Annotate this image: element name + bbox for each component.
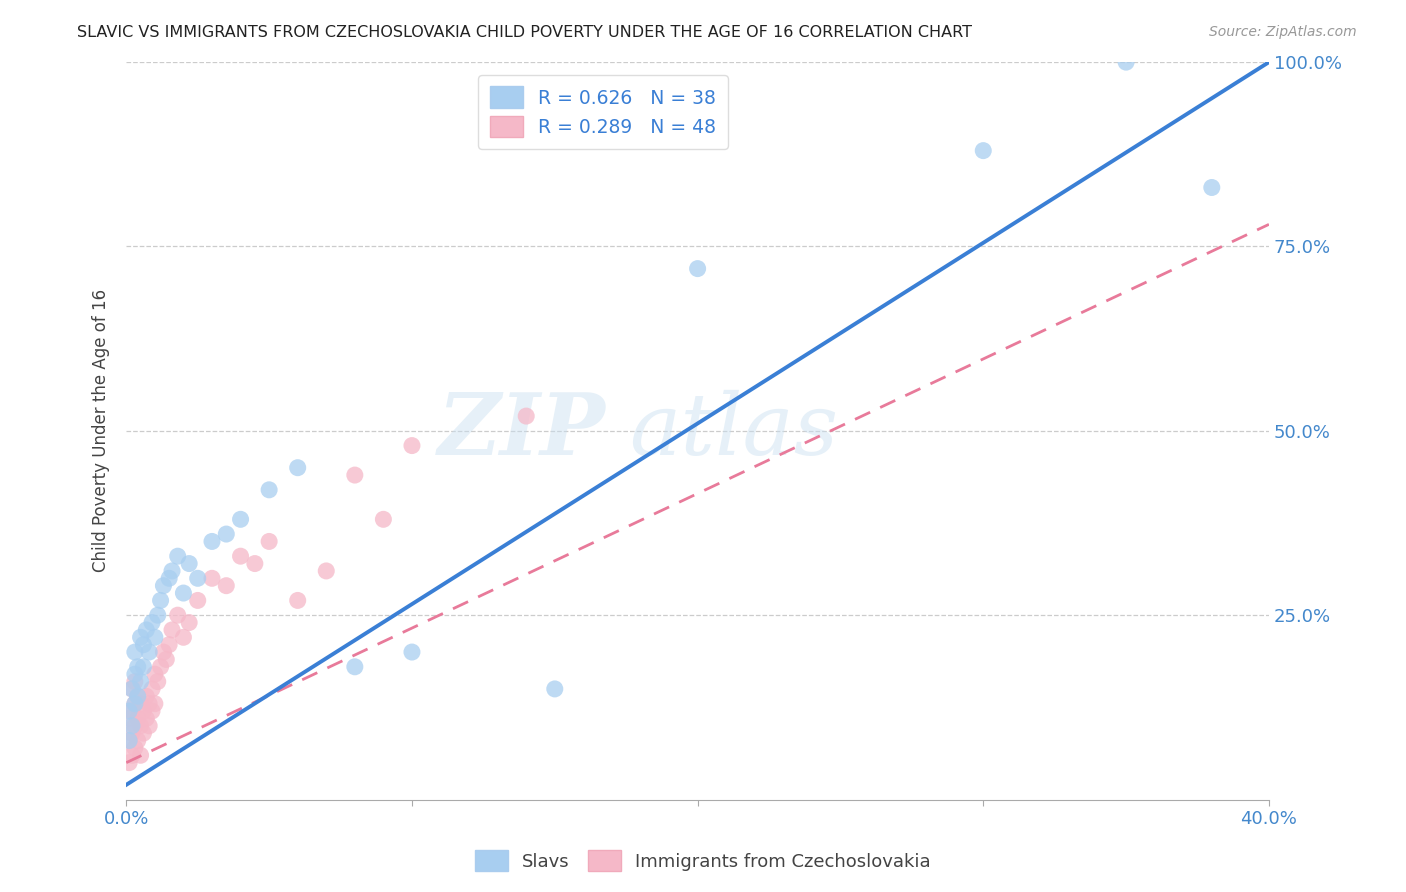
Text: atlas: atlas (628, 390, 838, 472)
Point (129, 674, 152, 689)
Point (124, 697, 146, 711)
Point (132, 638, 155, 652)
Point (201, 534, 224, 549)
Point (118, 733, 141, 747)
Point (515, 409, 537, 423)
Point (686, 261, 709, 276)
Point (135, 711, 157, 725)
Point (287, 460, 309, 475)
Point (138, 697, 160, 711)
Point (121, 681, 143, 696)
Point (187, 571, 209, 585)
Point (373, 512, 395, 526)
Point (118, 704, 141, 718)
Point (401, 645, 423, 659)
Point (135, 690, 157, 704)
Point (315, 564, 337, 578)
Point (124, 740, 146, 755)
Point (243, 557, 266, 571)
Point (143, 630, 166, 644)
Point (157, 638, 180, 652)
Point (229, 549, 252, 564)
Text: ZIP: ZIP (439, 389, 606, 473)
Point (149, 660, 172, 674)
Text: Source: ZipAtlas.com: Source: ZipAtlas.com (1209, 25, 1357, 39)
Point (215, 527, 238, 541)
Point (166, 549, 188, 564)
Point (135, 623, 157, 637)
Point (152, 645, 174, 659)
Point (141, 681, 163, 696)
Point (127, 733, 149, 747)
Point (1115, 55, 1137, 70)
Point (143, 667, 166, 681)
Point (187, 593, 209, 607)
Point (132, 726, 155, 740)
Point (343, 660, 366, 674)
Point (129, 719, 152, 733)
Point (121, 681, 143, 696)
Point (124, 719, 146, 733)
Point (401, 439, 423, 453)
Point (972, 144, 994, 158)
Point (127, 711, 149, 725)
Point (343, 468, 366, 483)
Point (179, 557, 201, 571)
Point (129, 748, 152, 763)
Point (215, 579, 238, 593)
Point (124, 645, 146, 659)
Point (118, 756, 141, 770)
Point (118, 733, 141, 747)
Point (146, 674, 169, 689)
Point (124, 667, 146, 681)
Point (544, 681, 567, 696)
Point (132, 704, 155, 718)
Point (129, 630, 152, 644)
Point (201, 571, 224, 585)
Point (179, 615, 201, 630)
Point (121, 719, 143, 733)
Point (127, 690, 149, 704)
Legend: Slavs, Immigrants from Czechoslovakia: Slavs, Immigrants from Czechoslovakia (468, 843, 938, 879)
Legend: R = 0.626   N = 38, R = 0.289   N = 48: R = 0.626 N = 38, R = 0.289 N = 48 (478, 75, 728, 148)
Point (1201, 180, 1223, 194)
Point (155, 652, 177, 666)
Point (127, 660, 149, 674)
Point (157, 571, 180, 585)
Y-axis label: Child Poverty Under the Age of 16: Child Poverty Under the Age of 16 (93, 289, 110, 573)
Point (121, 748, 143, 763)
Point (287, 593, 309, 607)
Point (138, 719, 160, 733)
Point (149, 593, 172, 607)
Point (132, 660, 155, 674)
Point (129, 697, 152, 711)
Point (118, 711, 141, 725)
Point (257, 483, 280, 497)
Point (141, 704, 163, 718)
Point (146, 608, 169, 623)
Point (172, 630, 194, 644)
Point (124, 674, 146, 689)
Text: SLAVIC VS IMMIGRANTS FROM CZECHOSLOVAKIA CHILD POVERTY UNDER THE AGE OF 16 CORRE: SLAVIC VS IMMIGRANTS FROM CZECHOSLOVAKIA… (77, 25, 973, 40)
Point (121, 726, 143, 740)
Point (138, 645, 160, 659)
Point (257, 534, 280, 549)
Point (143, 697, 166, 711)
Point (160, 623, 183, 637)
Point (166, 608, 188, 623)
Point (152, 579, 174, 593)
Point (172, 586, 194, 600)
Point (121, 704, 143, 718)
Point (124, 697, 146, 711)
Point (141, 615, 163, 630)
Point (229, 512, 252, 526)
Point (160, 564, 183, 578)
Point (127, 690, 149, 704)
